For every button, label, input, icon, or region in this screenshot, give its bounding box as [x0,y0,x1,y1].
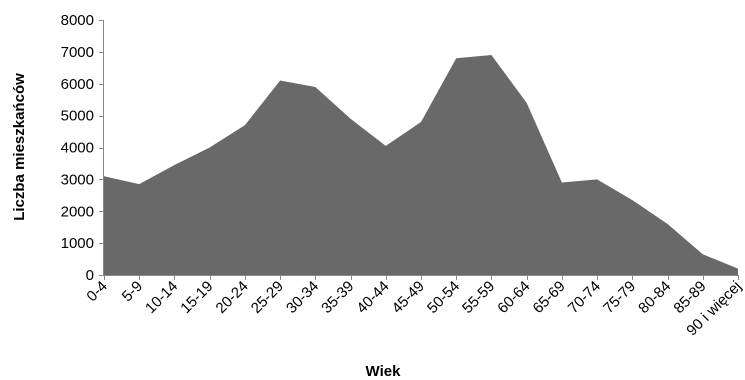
x-tick-label: 80-84 [635,278,674,317]
y-tick-label: 8000 [61,12,94,29]
x-tick-label: 20-24 [213,278,252,317]
x-tick-label: 30-34 [283,278,322,317]
x-tick-label: 35-39 [318,278,357,317]
y-tick-labels: 0 1000 2000 3000 4000 5000 6000 7000 8000 [61,12,94,284]
x-axis-title: Wiek [366,363,402,380]
y-tick-label: 2000 [61,203,94,220]
y-tick-label: 6000 [61,76,94,93]
y-tick-label: 7000 [61,44,94,61]
x-tick-label: 70-74 [565,278,604,317]
axes [99,20,739,280]
y-tick-label: 3000 [61,171,94,188]
y-tick-label: 0 [86,267,94,284]
x-tick-label: 60-64 [494,278,533,317]
y-tick-label: 1000 [61,235,94,252]
x-tick-label: 25-29 [248,278,287,317]
y-tick-label: 5000 [61,108,94,125]
series-area [104,55,738,276]
series-area-layer [103,55,739,276]
x-tick-label: 75-79 [600,278,639,317]
x-tick-label: 55-59 [459,278,498,317]
x-tick-label: 40-44 [353,278,392,317]
x-tick-label: 50-54 [424,278,463,317]
x-tick-label: 5-9 [119,278,146,305]
y-axis-title: Liczba mieszkańców [11,73,28,221]
y-tick-label: 4000 [61,140,94,157]
x-tick-label: 15-19 [177,278,216,317]
x-tick-label: 65-69 [530,278,569,317]
x-tick-label: 45-49 [389,278,428,317]
x-tick-label: 10-14 [142,278,181,317]
x-tick-labels: 0-4 5-910-1415-1920-2425-2930-3435-3940-4… [83,278,744,340]
